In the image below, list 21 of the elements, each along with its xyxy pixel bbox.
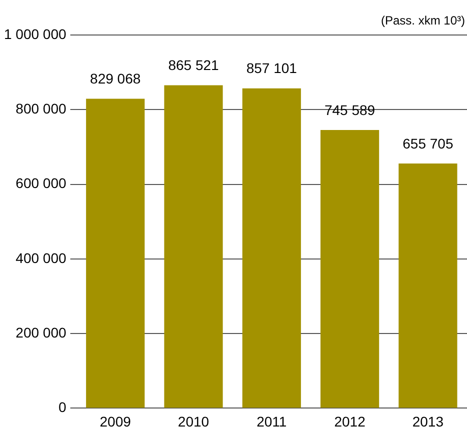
y-tick-label: 800 000: [16, 100, 66, 116]
data-label: 829 068: [90, 70, 141, 87]
bar: [320, 130, 380, 408]
x-tick-label: 2013: [412, 413, 444, 430]
data-label: 655 705: [402, 135, 454, 152]
x-tick-label: 2010: [178, 413, 210, 430]
y-axis-title: (Pass. xkm 10³): [380, 13, 465, 28]
bar: [398, 163, 458, 408]
y-tick-label: 600 000: [16, 175, 66, 192]
x-tick-label: 2009: [100, 413, 132, 430]
y-tick-label: 0: [58, 399, 66, 416]
y-tick-label: 200 000: [16, 324, 66, 340]
bar: [242, 88, 301, 408]
x-tick-label: 2012: [334, 413, 366, 430]
x-tick-label: 2011: [256, 413, 287, 430]
y-tick-label: 1 000 000: [4, 26, 66, 42]
y-tick-label: 400 000: [16, 250, 66, 266]
data-label: 857 101: [246, 60, 298, 76]
bar: [86, 98, 145, 408]
data-label: 865 521: [168, 57, 220, 74]
bar: [164, 85, 223, 408]
